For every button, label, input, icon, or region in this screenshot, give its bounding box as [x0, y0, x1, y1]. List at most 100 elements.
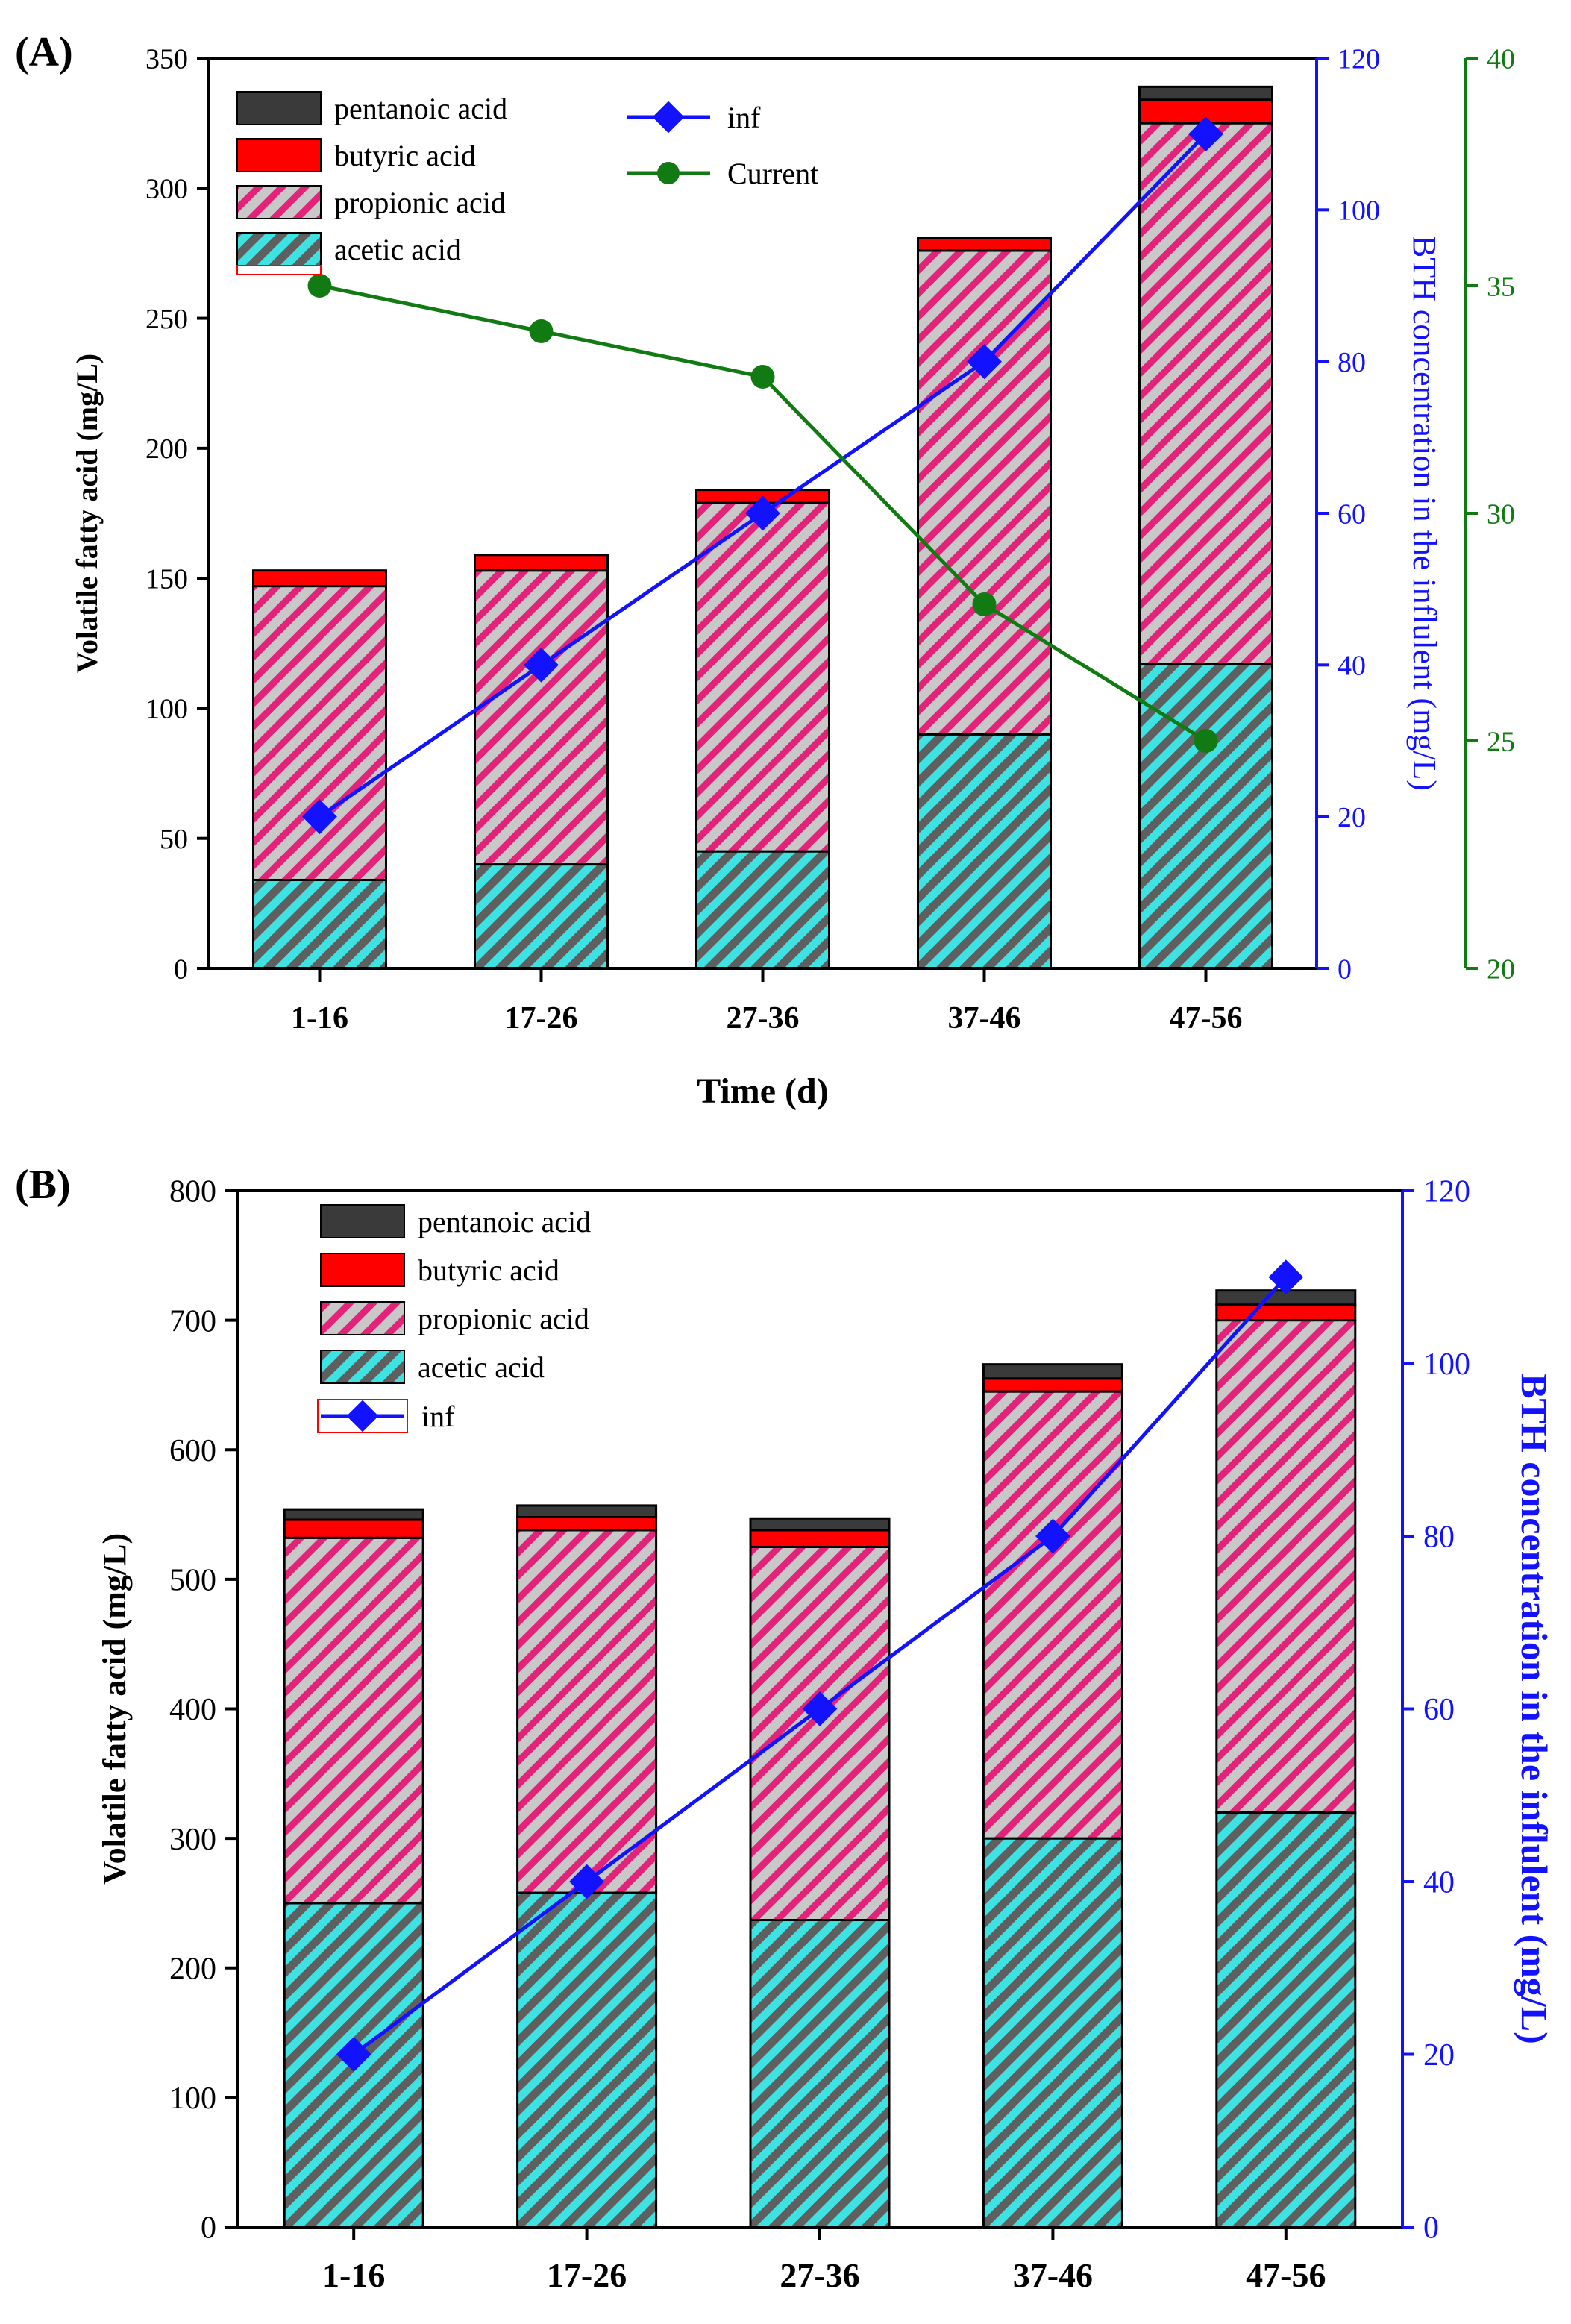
legend-swatch-butyric-acid [236, 138, 322, 172]
y-right2-tick-label: 25 [1487, 726, 1515, 757]
bar-butyric-acid-47-56 [1215, 1303, 1357, 1322]
legend-label-propionic-acid: propionic acid [334, 186, 506, 219]
bar-butyric-acid-17-26 [474, 554, 609, 572]
y-left-tick-label: 300 [169, 1823, 216, 1857]
panel-label-a: (A) [15, 29, 73, 75]
legend-label-pentanoic-acid: pentanoic acid [334, 92, 507, 125]
x-tick-label: 17-26 [547, 2256, 627, 2294]
point-current-27-36 [750, 365, 775, 389]
y-right2-tick-label: 20 [1487, 953, 1515, 985]
legend-swatch-pentanoic-acid [236, 91, 322, 125]
legend-label-propionic-acid: propionic acid [418, 1302, 589, 1335]
bar-butyric-acid-1-16 [252, 569, 387, 588]
y-left-tick-label: 400 [169, 1693, 216, 1727]
bar-butyric-acid-37-46 [982, 1377, 1123, 1393]
y-right2-tick-label: 35 [1487, 271, 1515, 302]
legend-label-inf: inf [421, 1400, 455, 1433]
x-tick-label: 27-36 [780, 2256, 859, 2294]
bar-pentanoic-acid-27-36 [749, 1517, 891, 1532]
bar-pentanoic-acid-37-46 [982, 1363, 1123, 1380]
point-inf-1-16 [302, 799, 337, 835]
bar-butyric-acid-27-36 [749, 1529, 891, 1548]
legend-label-current: Current [727, 157, 818, 190]
y-right-tick-label: 40 [1338, 651, 1366, 682]
y-right-tick-label: 20 [1338, 802, 1366, 833]
y-right-tick-label: 80 [1423, 1520, 1455, 1555]
y-right-tick-label: 0 [1423, 2211, 1439, 2246]
point-inf-27-36 [745, 495, 780, 531]
bar-acetic-acid-47-56 [1215, 1811, 1357, 2229]
bar-acetic-acid-17-26 [474, 863, 609, 970]
x-tick-label: 17-26 [505, 1001, 578, 1036]
y-left-tick-label: 250 [145, 304, 188, 335]
point-inf-17-26 [524, 647, 559, 683]
bar-acetic-acid-37-46 [982, 1837, 1123, 2229]
y-right-tick-label: 120 [1423, 1175, 1470, 1209]
y-left-tick-label: 800 [169, 1175, 216, 1209]
bar-propionic-acid-27-36 [749, 1545, 891, 1922]
legend-swatch-acetic-acid [320, 1350, 405, 1384]
y-left-tick-label: 500 [169, 1564, 216, 1598]
point-inf-47-56 [1188, 116, 1223, 152]
legend-label-inf: inf [727, 101, 761, 134]
point-inf-37-46 [967, 344, 1002, 380]
y-axis-right-label: BTH concentration in the influlent (mg/L… [1514, 1374, 1555, 2044]
bar-acetic-acid-1-16 [252, 878, 387, 970]
point-inf-37-46 [1035, 1518, 1070, 1554]
y-right-tick-label: 60 [1338, 498, 1366, 530]
y-right-tick-label: 0 [1338, 953, 1352, 985]
y-left-tick-label: 700 [169, 1304, 216, 1338]
x-tick-label: 47-56 [1246, 2256, 1326, 2294]
y-right-tick-label: 100 [1423, 1347, 1470, 1382]
chart-panel-b: 0 100 200 300 400 500 600 700 800 0 20 40 60 80 100 120… [96, 1175, 1555, 2294]
point-inf-17-26 [569, 1864, 605, 1899]
bar-butyric-acid-17-26 [516, 1516, 658, 1532]
legend-swatch-butyric-acid [320, 1253, 405, 1287]
legend-highlight-box [236, 265, 322, 275]
y-left-tick-label: 100 [145, 694, 188, 725]
x-tick-label: 1-16 [291, 1001, 348, 1036]
y-right-tick-label: 40 [1423, 1866, 1455, 1900]
legend-label-acetic-acid: acetic acid [334, 233, 461, 266]
point-current-37-46 [972, 592, 997, 616]
bar-acetic-acid-27-36 [749, 1919, 891, 2229]
y-right-tick-label: 80 [1338, 347, 1366, 378]
point-current-1-16 [307, 274, 332, 298]
bar-propionic-acid-47-56 [1138, 122, 1273, 665]
bar-propionic-acid-1-16 [283, 1536, 424, 1905]
point-current-17-26 [529, 319, 554, 343]
y-left-tick-label: 100 [169, 2082, 216, 2116]
y-right-tick-label: 60 [1423, 1693, 1455, 1727]
point-inf-1-16 [336, 2037, 371, 2072]
bar-pentanoic-acid-47-56 [1138, 85, 1273, 101]
panel-label-b: (B) [15, 1162, 71, 1208]
y-left-tick-label: 0 [201, 2211, 216, 2246]
y-axis-left-label: Volatile fatty acid (mg/L) [96, 1533, 133, 1885]
y-left-tick-label: 200 [169, 1952, 216, 1986]
bar-propionic-acid-17-26 [516, 1529, 658, 1894]
legend-swatch-propionic-acid [320, 1301, 405, 1335]
x-tick-label: 37-46 [1013, 2256, 1093, 2294]
bar-acetic-acid-27-36 [695, 850, 830, 970]
bar-acetic-acid-17-26 [516, 1891, 658, 2229]
legend-swatch-acetic-acid [236, 232, 322, 266]
x-axis-label: Time (d) [697, 1071, 828, 1111]
y-left-tick-label: 350 [145, 43, 188, 75]
legend-swatch-pentanoic-acid [320, 1204, 405, 1238]
y-axis-left-label: Volatile fatty acid (mg/L) [70, 354, 104, 673]
legend-marker-inf [346, 1400, 379, 1432]
y-left-tick-label: 600 [169, 1434, 216, 1468]
y-right2-tick-label: 30 [1487, 498, 1515, 530]
bar-propionic-acid-17-26 [474, 569, 609, 866]
y-left-tick-label: 0 [174, 953, 188, 985]
legend-marker-current [657, 162, 680, 184]
point-inf-27-36 [802, 1691, 838, 1726]
bar-propionic-acid-37-46 [917, 249, 1052, 736]
bar-butyric-acid-37-46 [917, 237, 1052, 252]
legend-marker-inf [652, 101, 685, 134]
y-axis-right-label: BTH concentration in the influlent (mg/L… [1406, 236, 1443, 791]
bar-acetic-acid-37-46 [917, 733, 1052, 970]
y-left-tick-label: 300 [145, 174, 188, 205]
point-current-47-56 [1194, 729, 1218, 753]
